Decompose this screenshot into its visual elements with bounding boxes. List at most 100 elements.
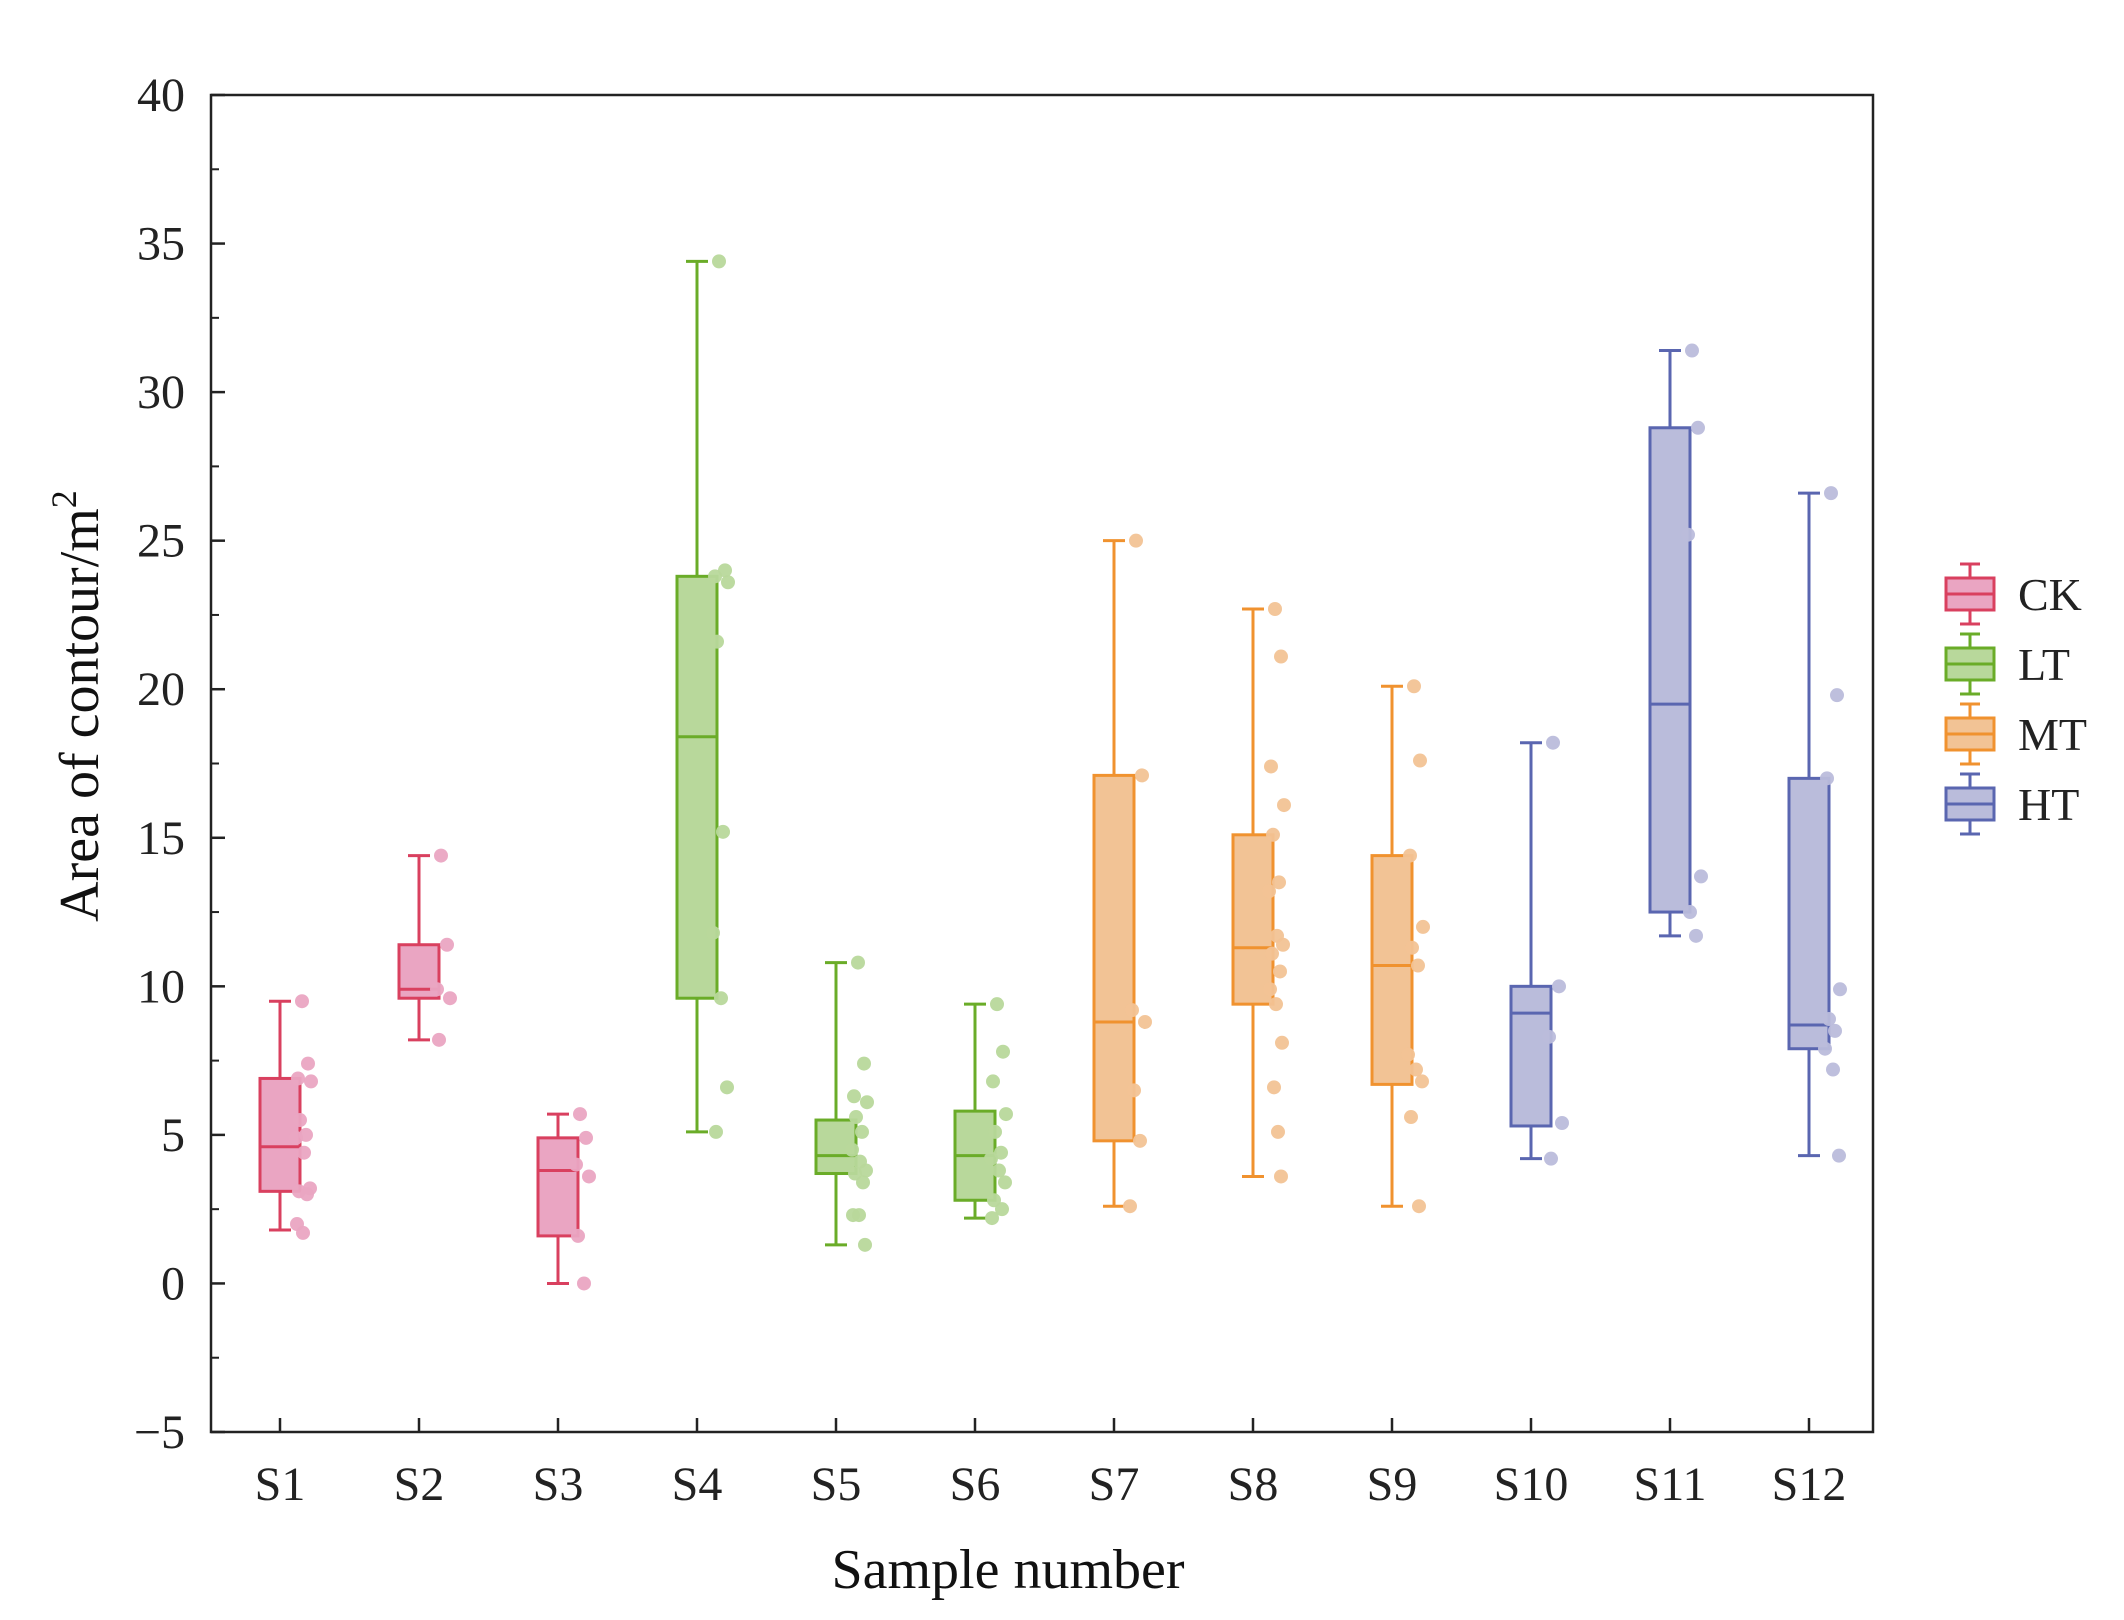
data-point: [1273, 964, 1287, 979]
legend-item-mt: MT: [1944, 702, 2087, 766]
data-point: [1416, 919, 1430, 934]
box-s6: [953, 997, 1013, 1226]
data-point: [990, 997, 1004, 1012]
x-axis-title: Sample number: [831, 1539, 1184, 1601]
legend: CK LT MT HT: [1944, 562, 2087, 836]
x-tick-label: S1: [255, 1458, 306, 1511]
data-point: [1685, 343, 1699, 358]
legend-label: HT: [2018, 779, 2079, 830]
data-point: [1271, 1124, 1285, 1139]
y-tick-label: 5: [161, 1109, 185, 1162]
data-point: [1552, 979, 1566, 994]
data-point: [1267, 1080, 1281, 1095]
box-s2: [397, 848, 457, 1047]
legend-label: CK: [2018, 569, 2082, 620]
x-tick-label: S3: [533, 1458, 584, 1511]
data-point: [1263, 982, 1277, 997]
data-point: [1411, 958, 1425, 973]
y-tick-label: 35: [137, 218, 185, 271]
data-point: [998, 1175, 1012, 1190]
x-tick-label: S11: [1634, 1458, 1707, 1511]
data-point: [1403, 848, 1417, 863]
data-point: [1833, 982, 1847, 997]
data-point: [985, 1211, 999, 1226]
data-point: [293, 1113, 307, 1128]
data-point: [1266, 827, 1280, 842]
data-point: [996, 1044, 1010, 1059]
y-axis-title-superscript: 2: [44, 490, 84, 508]
data-point: [1683, 905, 1697, 920]
box-s4: [675, 254, 735, 1139]
data-point: [1275, 1035, 1289, 1050]
data-point: [708, 569, 722, 584]
data-point: [1542, 1029, 1556, 1044]
y-tick-label: 40: [137, 69, 185, 122]
data-point: [995, 1202, 1009, 1217]
data-point: [434, 848, 448, 863]
data-point: [1404, 1110, 1418, 1125]
data-point: [430, 982, 444, 997]
data-point: [301, 1056, 315, 1071]
data-point: [848, 1166, 862, 1181]
data-point: [1832, 1148, 1846, 1163]
data-point: [1127, 1083, 1141, 1098]
box-s3: [536, 1107, 596, 1291]
x-tick-label: S6: [950, 1458, 1001, 1511]
x-tick-label: S12: [1772, 1458, 1847, 1511]
data-point: [1409, 1062, 1423, 1077]
data-point: [857, 1056, 871, 1071]
data-point: [289, 1130, 303, 1145]
data-point: [573, 1107, 587, 1122]
data-point: [845, 1142, 859, 1157]
data-point: [1405, 940, 1419, 955]
y-tick-label: 30: [137, 366, 185, 419]
data-point: [860, 1095, 874, 1110]
data-point: [577, 1276, 591, 1291]
data-point: [858, 1237, 872, 1252]
legend-item-ht: HT: [1944, 772, 2079, 836]
data-point: [440, 937, 454, 952]
data-point: [1274, 1169, 1288, 1184]
box-series: [258, 254, 1847, 1291]
data-point: [1269, 997, 1283, 1012]
data-point: [709, 1124, 723, 1139]
data-point: [300, 1187, 314, 1202]
data-point: [582, 1169, 596, 1184]
data-point: [710, 634, 724, 649]
data-point: [986, 1074, 1000, 1089]
box-s9: [1370, 679, 1430, 1214]
data-point: [1264, 759, 1278, 774]
y-tick-label: 20: [137, 663, 185, 716]
data-point: [1681, 527, 1695, 542]
data-point: [716, 824, 730, 839]
data-point: [1401, 1047, 1415, 1062]
data-point: [1277, 798, 1291, 813]
y-tick-label: 0: [161, 1257, 185, 1310]
data-point: [579, 1130, 593, 1145]
y-tick-label: −5: [134, 1406, 185, 1459]
box-s1: [258, 994, 318, 1240]
data-point: [304, 1074, 318, 1089]
box-s7: [1092, 533, 1152, 1214]
y-axis-title: Area of contour/m2: [44, 490, 111, 922]
x-tick-label: S10: [1494, 1458, 1569, 1511]
y-axis-title-text: Area of contour/m: [49, 508, 111, 922]
data-point: [291, 1071, 305, 1086]
data-point: [295, 994, 309, 1009]
data-point: [1133, 1133, 1147, 1148]
data-point: [1826, 1062, 1840, 1077]
data-point: [859, 1163, 873, 1178]
data-point: [1828, 1023, 1842, 1038]
data-point: [1272, 875, 1286, 890]
data-point: [992, 1163, 1006, 1178]
data-point: [432, 1032, 446, 1047]
data-point: [1268, 602, 1282, 617]
x-tick-label: S9: [1367, 1458, 1418, 1511]
data-point: [1818, 1041, 1832, 1056]
data-point: [1262, 884, 1276, 899]
box-s11: [1648, 343, 1708, 943]
data-point: [1820, 771, 1834, 786]
legend-label: MT: [2018, 709, 2087, 760]
y-tick-label: 25: [137, 515, 185, 568]
